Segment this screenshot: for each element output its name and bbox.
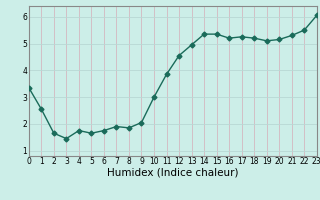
X-axis label: Humidex (Indice chaleur): Humidex (Indice chaleur) [107,168,238,178]
